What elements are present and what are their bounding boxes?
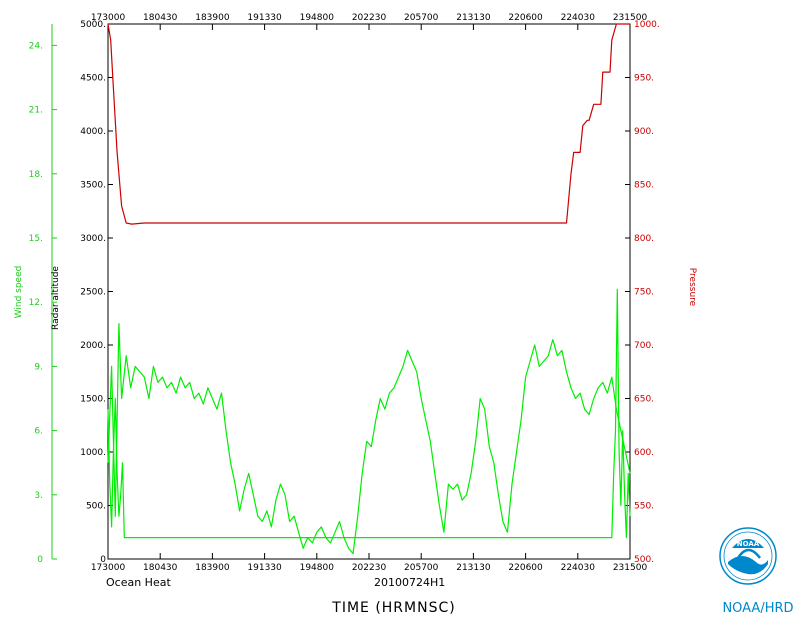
x-tick-label: 194800 [300, 563, 335, 573]
pressure-tick-label: 800. [634, 234, 654, 244]
x-tick-label: 180430 [143, 563, 178, 573]
wind-axis-title: Wind speed [14, 266, 24, 319]
altitude-axis-title: Radar altitude [51, 266, 61, 330]
wind-tick-label: 0 [37, 555, 43, 565]
noaa-logo-icon: NOAA [719, 527, 777, 585]
pressure-tick-label: 700. [634, 341, 654, 351]
altitude-tick-label: 500. [86, 502, 106, 512]
x-top-tick-label: 194800 [300, 13, 335, 23]
wind-tick-label: 12. [29, 298, 43, 308]
series-layer [107, 23, 631, 555]
x-top-tick-label: 180430 [143, 13, 178, 23]
pressure-tick-label: 950. [634, 74, 654, 84]
x-top-tick-label: 173000 [91, 13, 126, 23]
altitude-ticks: 0 500. 1000. 1500. 2000. 2500. 3000. 3500. 4000.… [80, 20, 113, 565]
x-tick-label: 213130 [456, 563, 491, 573]
altitude-tick-label: 3000. [80, 234, 106, 244]
radar-altitude-series-line [107, 323, 631, 555]
x-top-ticks: 173000 180430 183900 191330 194800 202230 2057… [91, 13, 648, 30]
wind-ticks: 0 3. 6. 9. 12. 15. 18. 21. 24. [29, 41, 57, 565]
wind-tick-label: 24. [29, 41, 43, 51]
pressure-axis-title: Pressure [687, 268, 697, 307]
footer-left: Ocean Heat [106, 576, 171, 589]
x-top-tick-label: 183900 [195, 13, 230, 23]
x-top-tick-label: 220600 [508, 13, 543, 23]
noaa-logo-emblem-text: NOAA [737, 540, 760, 548]
altitude-tick-label: 1500. [80, 395, 106, 405]
wind-tick-label: 6. [34, 427, 43, 437]
wind-tick-label: 3. [34, 491, 43, 501]
altitude-tick-label: 4500. [80, 74, 106, 84]
wind-tick-label: 15. [29, 234, 43, 244]
x-top-tick-label: 231500 [613, 13, 648, 23]
pressure-tick-label: 550. [634, 502, 654, 512]
altitude-tick-label: 4000. [80, 127, 106, 137]
pressure-tick-label: 650. [634, 395, 654, 405]
x-tick-label: 191330 [247, 563, 282, 573]
wind-tick-label: 18. [29, 170, 43, 180]
x-tick-label: 202230 [352, 563, 387, 573]
pressure-tick-label: 600. [634, 448, 654, 458]
pressure-ticks: 500. 550. 600. 650. 700. 750. 800. 850. 900. 950.… [625, 20, 660, 565]
x-top-tick-label: 202230 [352, 13, 387, 23]
x-tick-label: 183900 [195, 563, 230, 573]
footer-center: 20100724H1 [374, 576, 445, 589]
altitude-tick-label: 2500. [80, 288, 106, 298]
pressure-tick-label: 750. [634, 288, 654, 298]
wind-tick-label: 21. [29, 106, 43, 116]
altitude-tick-label: 1000. [80, 448, 106, 458]
plot-frame [107, 23, 631, 560]
altitude-tick-label: 3500. [80, 181, 106, 191]
altitude-tick-label: 0 [100, 555, 106, 565]
x-top-tick-label: 191330 [247, 13, 282, 23]
pressure-tick-label: 900. [634, 127, 654, 137]
x-top-tick-label: 205700 [404, 13, 439, 23]
altitude-tick-label: 5000. [80, 20, 106, 30]
x-tick-label: 220600 [508, 563, 543, 573]
pressure-series-line [107, 23, 630, 225]
altitude-tick-label: 2000. [80, 341, 106, 351]
noaa-hrd-label: NOAA/HRD [722, 601, 793, 616]
x-top-tick-label: 213130 [456, 13, 491, 23]
x-top-tick-label: 224030 [561, 13, 596, 23]
x-tick-label: 205700 [404, 563, 439, 573]
wind-speed-series-line [107, 288, 631, 539]
pressure-tick-label: 500. [634, 555, 654, 565]
x-tick-label: 173000 [91, 563, 126, 573]
wind-tick-label: 9. [34, 362, 43, 372]
x-bottom-ticks: 173000 180430 183900 191330 194800 202230 2057… [91, 553, 648, 573]
x-axis-title: TIME (HRMNSC) [331, 600, 455, 616]
x-tick-label: 224030 [561, 563, 596, 573]
pressure-tick-label: 1000. [634, 20, 660, 30]
pressure-tick-label: 850. [634, 181, 654, 191]
x-tick-label: 231500 [613, 563, 648, 573]
